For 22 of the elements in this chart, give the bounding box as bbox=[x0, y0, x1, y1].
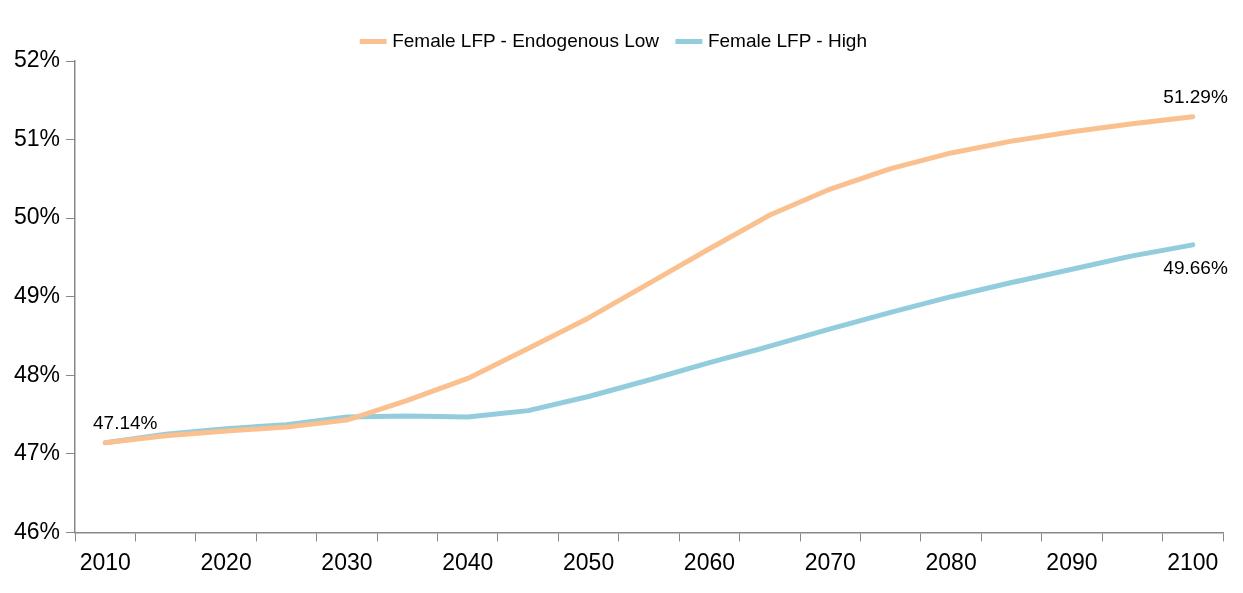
legend-label: Female LFP - Endogenous Low bbox=[392, 29, 660, 51]
x-tick-label: 2070 bbox=[804, 548, 856, 575]
y-tick-label: 47% bbox=[13, 439, 61, 466]
y-tick-label: 52% bbox=[13, 46, 61, 73]
data-label: 49.66% bbox=[1163, 256, 1228, 278]
x-tick-label: 2040 bbox=[442, 548, 494, 575]
x-tick-label: 2050 bbox=[563, 548, 615, 575]
x-tick-label: 2030 bbox=[321, 548, 373, 575]
x-tick-label: 2020 bbox=[200, 548, 252, 575]
y-tick-label: 49% bbox=[13, 282, 61, 309]
x-tick-label: 2100 bbox=[1167, 548, 1219, 575]
y-tick-label: 50% bbox=[13, 203, 61, 230]
legend-label: Female LFP - High bbox=[707, 29, 867, 51]
y-tick-label: 48% bbox=[13, 360, 61, 387]
y-tick-label: 46% bbox=[13, 517, 61, 544]
data-label: 51.29% bbox=[1163, 85, 1228, 107]
x-tick-label: 2060 bbox=[683, 548, 736, 575]
y-tick-label: 51% bbox=[13, 124, 61, 151]
x-tick-label: 2010 bbox=[79, 548, 131, 575]
x-tick-label: 2090 bbox=[1046, 548, 1098, 575]
x-tick-label: 2080 bbox=[925, 548, 977, 575]
data-label: 47.14% bbox=[93, 411, 158, 433]
